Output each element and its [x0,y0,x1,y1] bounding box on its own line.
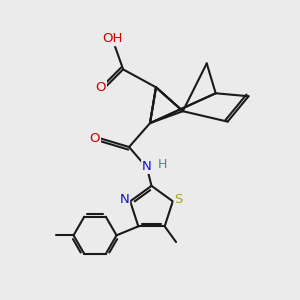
Text: OH: OH [103,32,123,45]
Text: N: N [142,160,152,173]
Text: S: S [175,193,183,206]
Text: O: O [95,81,106,94]
Text: O: O [89,132,100,145]
Text: N: N [119,193,129,206]
Text: H: H [158,158,167,171]
